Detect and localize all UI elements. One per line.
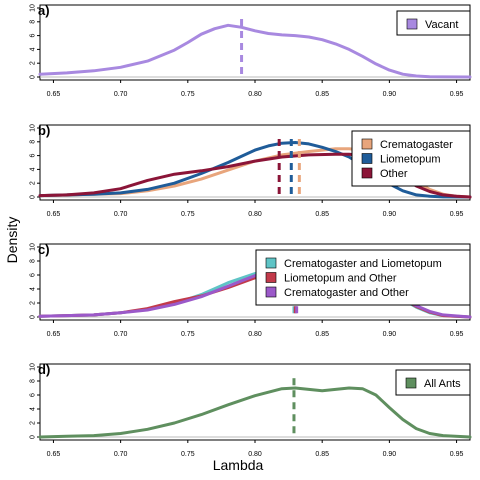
legend-entry: Crematogaster [380,139,453,151]
x-tick-label: 0.75 [181,331,195,338]
density-curve-4-1 [38,386,472,439]
x-tick-label: 0.80 [248,451,262,458]
y-tick-label: 2 [30,421,37,425]
y-tick-label: 6 [30,154,37,158]
legend-entry: Other [380,168,408,180]
y-tick-label: 8 [30,379,37,383]
x-tick-label: 0.75 [181,451,195,458]
x-tick-label: 0.70 [114,451,128,458]
y-tick-label: 4 [30,287,37,291]
legend-box [395,369,471,396]
legend-swatch [361,153,373,164]
legend-swatch [265,286,277,298]
legend-entry: All Ants [424,378,461,390]
panel-3: 0.65 0.70 0.75 0.80 0.85 0.90 0.95 0 2 4 6 8 10 c) Cre… [30,242,472,338]
y-tick-label: 0 [30,195,37,199]
y-tick-label: 2 [30,301,37,305]
x-tick-label: 0.90 [383,91,397,98]
x-tick-label: 0.85 [315,91,329,98]
legend-swatch [405,377,417,389]
legend-entry: Crematogaster and Liometopum [284,258,442,270]
x-tick-label: 0.90 [383,451,397,458]
panel-label: a) [38,3,50,18]
y-tick-label: 2 [30,61,37,65]
y-tick-label: 4 [30,167,37,171]
x-tick-label: 0.65 [47,451,61,458]
x-tick-label: 0.65 [47,91,61,98]
legend-swatch [406,18,418,30]
legend-swatch [361,167,373,179]
y-tick-label: 0 [30,315,37,319]
density-curve-2-2 [38,141,472,199]
y-tick-label: 0 [30,75,37,79]
x-tick-label: 0.70 [114,91,128,98]
x-tick-label: 0.95 [450,211,464,218]
y-tick-label: 10 [30,124,37,132]
x-axis-title: Lambda [213,457,264,473]
x-tick-label: 0.65 [47,211,61,218]
y-tick-label: 4 [30,407,37,411]
y-tick-label: 8 [30,259,37,263]
y-tick-label: 2 [30,181,37,185]
x-tick-label: 0.65 [47,331,61,338]
y-tick-label: 6 [30,393,37,397]
y-tick-label: 6 [30,34,37,38]
x-tick-label: 0.75 [181,211,195,218]
legend-swatch [361,138,373,150]
x-tick-label: 0.75 [181,91,195,98]
y-tick-label: 10 [30,243,37,251]
legend-swatch [265,272,277,283]
x-tick-label: 0.70 [114,331,128,338]
x-tick-label: 0.85 [315,451,329,458]
y-tick-label: 10 [30,363,37,371]
x-tick-label: 0.85 [315,331,329,338]
density-curve-1-1 [38,23,472,79]
x-tick-label: 0.95 [450,331,464,338]
x-tick-label: 0.80 [248,211,262,218]
x-tick-label: 0.90 [383,331,397,338]
y-tick-label: 0 [30,435,37,439]
legend-swatch [265,257,277,269]
legend-entry: Liometopum [380,154,441,166]
y-tick-label: 10 [30,4,37,12]
legend-entry: Liometopum and Other [284,273,397,285]
panel-label: d) [38,362,50,377]
x-tick-label: 0.80 [248,331,262,338]
x-tick-label: 0.80 [248,91,262,98]
density-curve-2-3 [38,152,472,199]
legend-entry: Vacant [425,19,458,31]
legend-box [255,249,471,306]
x-tick-label: 0.95 [450,451,464,458]
x-tick-label: 0.85 [315,211,329,218]
panel-label: c) [38,242,50,257]
panel-1: 0.65 0.70 0.75 0.80 0.85 0.90 0.95 0 2 4 6 8 10 a) Vac… [30,3,472,98]
y-tick-label: 8 [30,20,37,24]
y-axis-title: Density [4,217,20,264]
panel-4: 0.65 0.70 0.75 0.80 0.85 0.90 0.95 0 2 4 6 8 10 d) All… [30,362,472,458]
panel-2: 0.65 0.70 0.75 0.80 0.85 0.90 0.95 0 2 4 6 8 10 b) Cre… [30,123,472,218]
x-tick-label: 0.90 [383,211,397,218]
legend-entry: Crematogaster and Other [284,287,409,299]
panel-label: b) [38,123,50,138]
y-tick-label: 4 [30,47,37,51]
y-tick-label: 8 [30,140,37,144]
x-tick-label: 0.95 [450,91,464,98]
x-tick-label: 0.70 [114,211,128,218]
y-tick-label: 6 [30,273,37,277]
